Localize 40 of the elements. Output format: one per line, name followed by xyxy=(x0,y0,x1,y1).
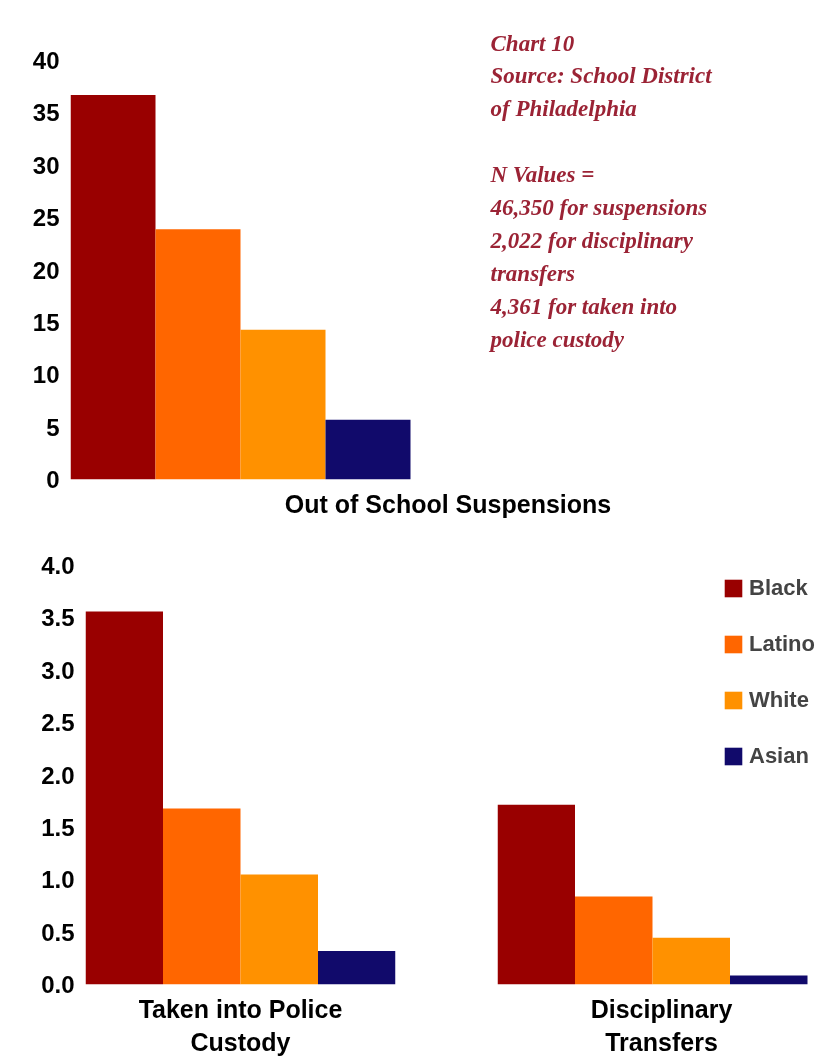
legend-label: Black xyxy=(749,575,808,601)
legend-label: Asian xyxy=(749,743,809,769)
bar xyxy=(325,419,411,480)
bar xyxy=(70,95,156,480)
caption: Chart 10 xyxy=(490,30,575,56)
bar xyxy=(155,229,241,480)
y-tick-label: 2.5 xyxy=(41,709,75,737)
y-tick-label: 3.5 xyxy=(41,604,75,632)
legend-label: Latino xyxy=(749,631,815,657)
x-axis-title: Taken into Police Custody xyxy=(138,994,343,1057)
bar xyxy=(163,808,241,985)
y-tick-label: 5 xyxy=(46,413,60,441)
y-tick-label: 30 xyxy=(32,151,60,179)
y-tick-label: 40 xyxy=(32,47,60,74)
y-tick-label: 20 xyxy=(32,256,60,284)
y-tick-label: 0.5 xyxy=(41,918,75,946)
x-axis-title: Out of School Suspensions xyxy=(284,489,612,518)
y-tick-label: 1.5 xyxy=(41,813,75,841)
bar xyxy=(318,950,396,985)
y-tick-label: 0.0 xyxy=(41,971,75,998)
y-tick-label: 0 xyxy=(46,466,60,493)
x-axis-title: Disciplinary Transfers xyxy=(590,994,733,1057)
y-tick-label: 1.0 xyxy=(41,866,75,894)
y-tick-label: 25 xyxy=(32,204,60,232)
y-tick-label: 3.0 xyxy=(41,656,75,684)
bar xyxy=(240,329,326,480)
y-tick-label: 15 xyxy=(32,308,60,336)
bar xyxy=(240,874,318,985)
y-tick-label: 2.0 xyxy=(41,761,75,789)
source-note: Source: School District of Philadelphia xyxy=(490,62,713,121)
y-tick-label: 10 xyxy=(32,361,60,389)
bar xyxy=(85,611,163,985)
bar xyxy=(730,975,808,985)
bar xyxy=(575,896,653,985)
y-tick-label: 4.0 xyxy=(41,552,75,579)
y-tick-label: 35 xyxy=(32,99,60,127)
bar xyxy=(652,937,730,985)
bar xyxy=(497,804,575,985)
text: N Values = 46,350 for suspensions 2,022 for disciplinary transfers 4,361 for taken into police custody xyxy=(488,161,708,352)
legend-label: White xyxy=(749,687,809,713)
